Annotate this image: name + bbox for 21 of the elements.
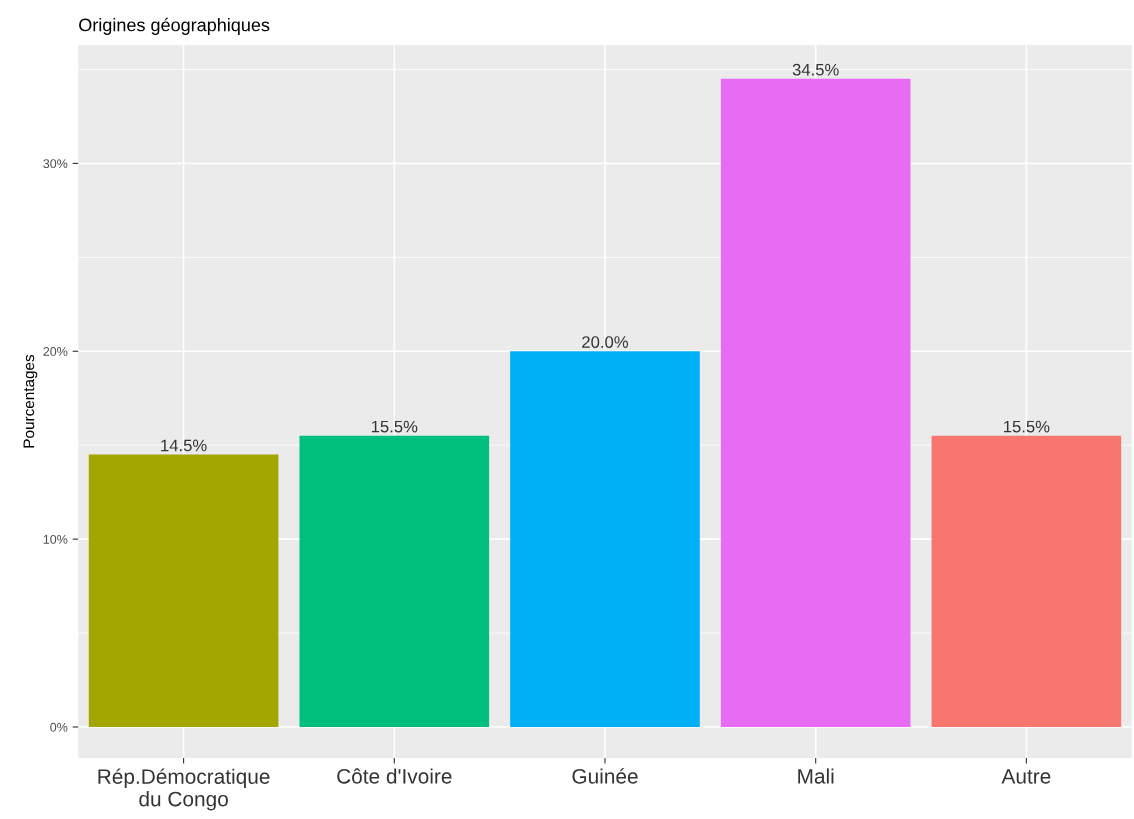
x-tick-label: Guinée bbox=[572, 768, 638, 784]
y-tick-label: 20% bbox=[43, 347, 68, 356]
bar bbox=[931, 435, 1122, 727]
data-label: 15.5% bbox=[1004, 420, 1050, 433]
data-label: 14.5% bbox=[161, 439, 207, 452]
y-tick-label: 30% bbox=[43, 159, 68, 169]
chart-title: Origines géographiques bbox=[79, 17, 270, 35]
data-label: 20.0% bbox=[582, 336, 629, 348]
bar bbox=[299, 435, 490, 727]
bar bbox=[720, 78, 911, 727]
bar bbox=[88, 454, 279, 727]
y-tick-label: 10% bbox=[43, 534, 68, 544]
x-tick-label: Rép.Démocratique du Congo bbox=[98, 768, 270, 811]
data-label: 34.5% bbox=[792, 63, 839, 76]
bar bbox=[510, 351, 700, 727]
data-label: 15.5% bbox=[371, 420, 418, 433]
x-tick-label: Mali bbox=[798, 768, 834, 784]
x-tick-label: Autre bbox=[1001, 769, 1051, 784]
x-tick-label: Côte d'Ivoire bbox=[337, 768, 452, 784]
y-tick-label: 0% bbox=[50, 722, 68, 732]
y-axis-title: Pourcentages bbox=[23, 354, 38, 448]
